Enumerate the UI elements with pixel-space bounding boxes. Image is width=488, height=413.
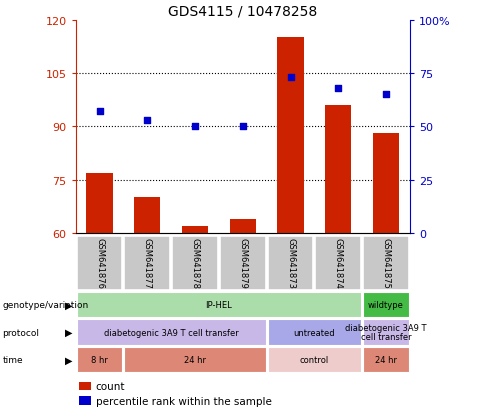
Bar [220, 236, 265, 291]
Text: control: control [300, 356, 329, 364]
Bar [172, 236, 218, 291]
Bar [363, 347, 409, 373]
Text: time: time [2, 356, 23, 364]
Bar [230, 219, 256, 233]
Text: genotype/variation: genotype/variation [2, 300, 89, 309]
Bar [267, 236, 313, 291]
Bar [77, 292, 361, 317]
Title: GDS4115 / 10478258: GDS4115 / 10478258 [168, 4, 317, 18]
Bar [373, 134, 399, 233]
Bar [77, 236, 122, 291]
Text: percentile rank within the sample: percentile rank within the sample [96, 396, 271, 406]
Text: ▶: ▶ [65, 299, 72, 310]
Point [143, 117, 151, 124]
Text: GSM641873: GSM641873 [286, 238, 295, 289]
Bar [325, 106, 351, 233]
Text: GSM641879: GSM641879 [238, 238, 247, 289]
Text: GSM641874: GSM641874 [334, 238, 343, 289]
Bar [77, 347, 122, 373]
Text: ▶: ▶ [65, 355, 72, 365]
Bar [277, 38, 304, 233]
Text: wildtype: wildtype [368, 300, 404, 309]
Text: diabetogenic 3A9 T cell transfer: diabetogenic 3A9 T cell transfer [104, 328, 239, 337]
Point [191, 124, 199, 131]
Text: 24 hr: 24 hr [184, 356, 206, 364]
Bar [79, 396, 91, 405]
Bar [124, 347, 265, 373]
Text: diabetogenic 3A9 T
cell transfer: diabetogenic 3A9 T cell transfer [346, 323, 427, 342]
Bar [267, 347, 361, 373]
Text: GSM641876: GSM641876 [95, 238, 104, 289]
Bar [77, 320, 265, 345]
Text: IP-HEL: IP-HEL [205, 300, 232, 309]
Point [96, 109, 103, 115]
Bar [363, 320, 409, 345]
Text: ▶: ▶ [65, 327, 72, 337]
Bar [363, 236, 409, 291]
Text: protocol: protocol [2, 328, 40, 337]
Text: GSM641878: GSM641878 [190, 238, 200, 289]
Bar [363, 292, 409, 317]
Bar [134, 198, 161, 233]
Bar [315, 236, 361, 291]
Text: GSM641877: GSM641877 [143, 238, 152, 289]
Point [334, 85, 342, 92]
Bar [182, 226, 208, 233]
Text: GSM641875: GSM641875 [382, 238, 390, 289]
Text: 8 hr: 8 hr [91, 356, 108, 364]
Point [239, 124, 247, 131]
Bar [86, 173, 113, 233]
Point [286, 75, 294, 81]
Text: untreated: untreated [294, 328, 335, 337]
Point [382, 92, 390, 98]
Text: count: count [96, 381, 125, 391]
Bar [124, 236, 170, 291]
Bar [79, 382, 91, 390]
Text: 24 hr: 24 hr [375, 356, 397, 364]
Bar [267, 320, 361, 345]
